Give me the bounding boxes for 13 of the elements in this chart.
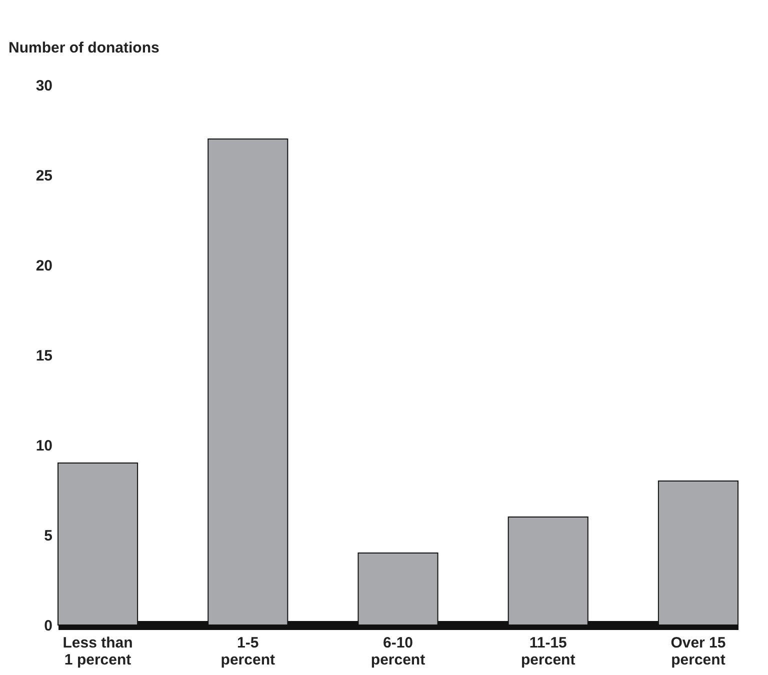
- y-axis-title: Number of donations: [8, 40, 160, 56]
- y-tick-label: 10: [36, 438, 52, 454]
- y-tick-label: 15: [36, 348, 52, 364]
- y-tick-label: 0: [44, 618, 52, 634]
- y-tick-label: 25: [36, 168, 52, 184]
- x-tick-label: 6-10 percent: [370, 634, 426, 668]
- x-tick-label: 1-5 percent: [220, 634, 275, 668]
- y-tick-label: 30: [36, 78, 52, 94]
- y-tick-label: 5: [44, 528, 52, 544]
- y-tick-label: 20: [36, 258, 52, 274]
- x-tick-label: Less than 1 percent: [62, 634, 133, 668]
- x-tick-label: 11-15 percent: [521, 634, 576, 668]
- x-tick-label: Over 15 percent: [670, 634, 726, 668]
